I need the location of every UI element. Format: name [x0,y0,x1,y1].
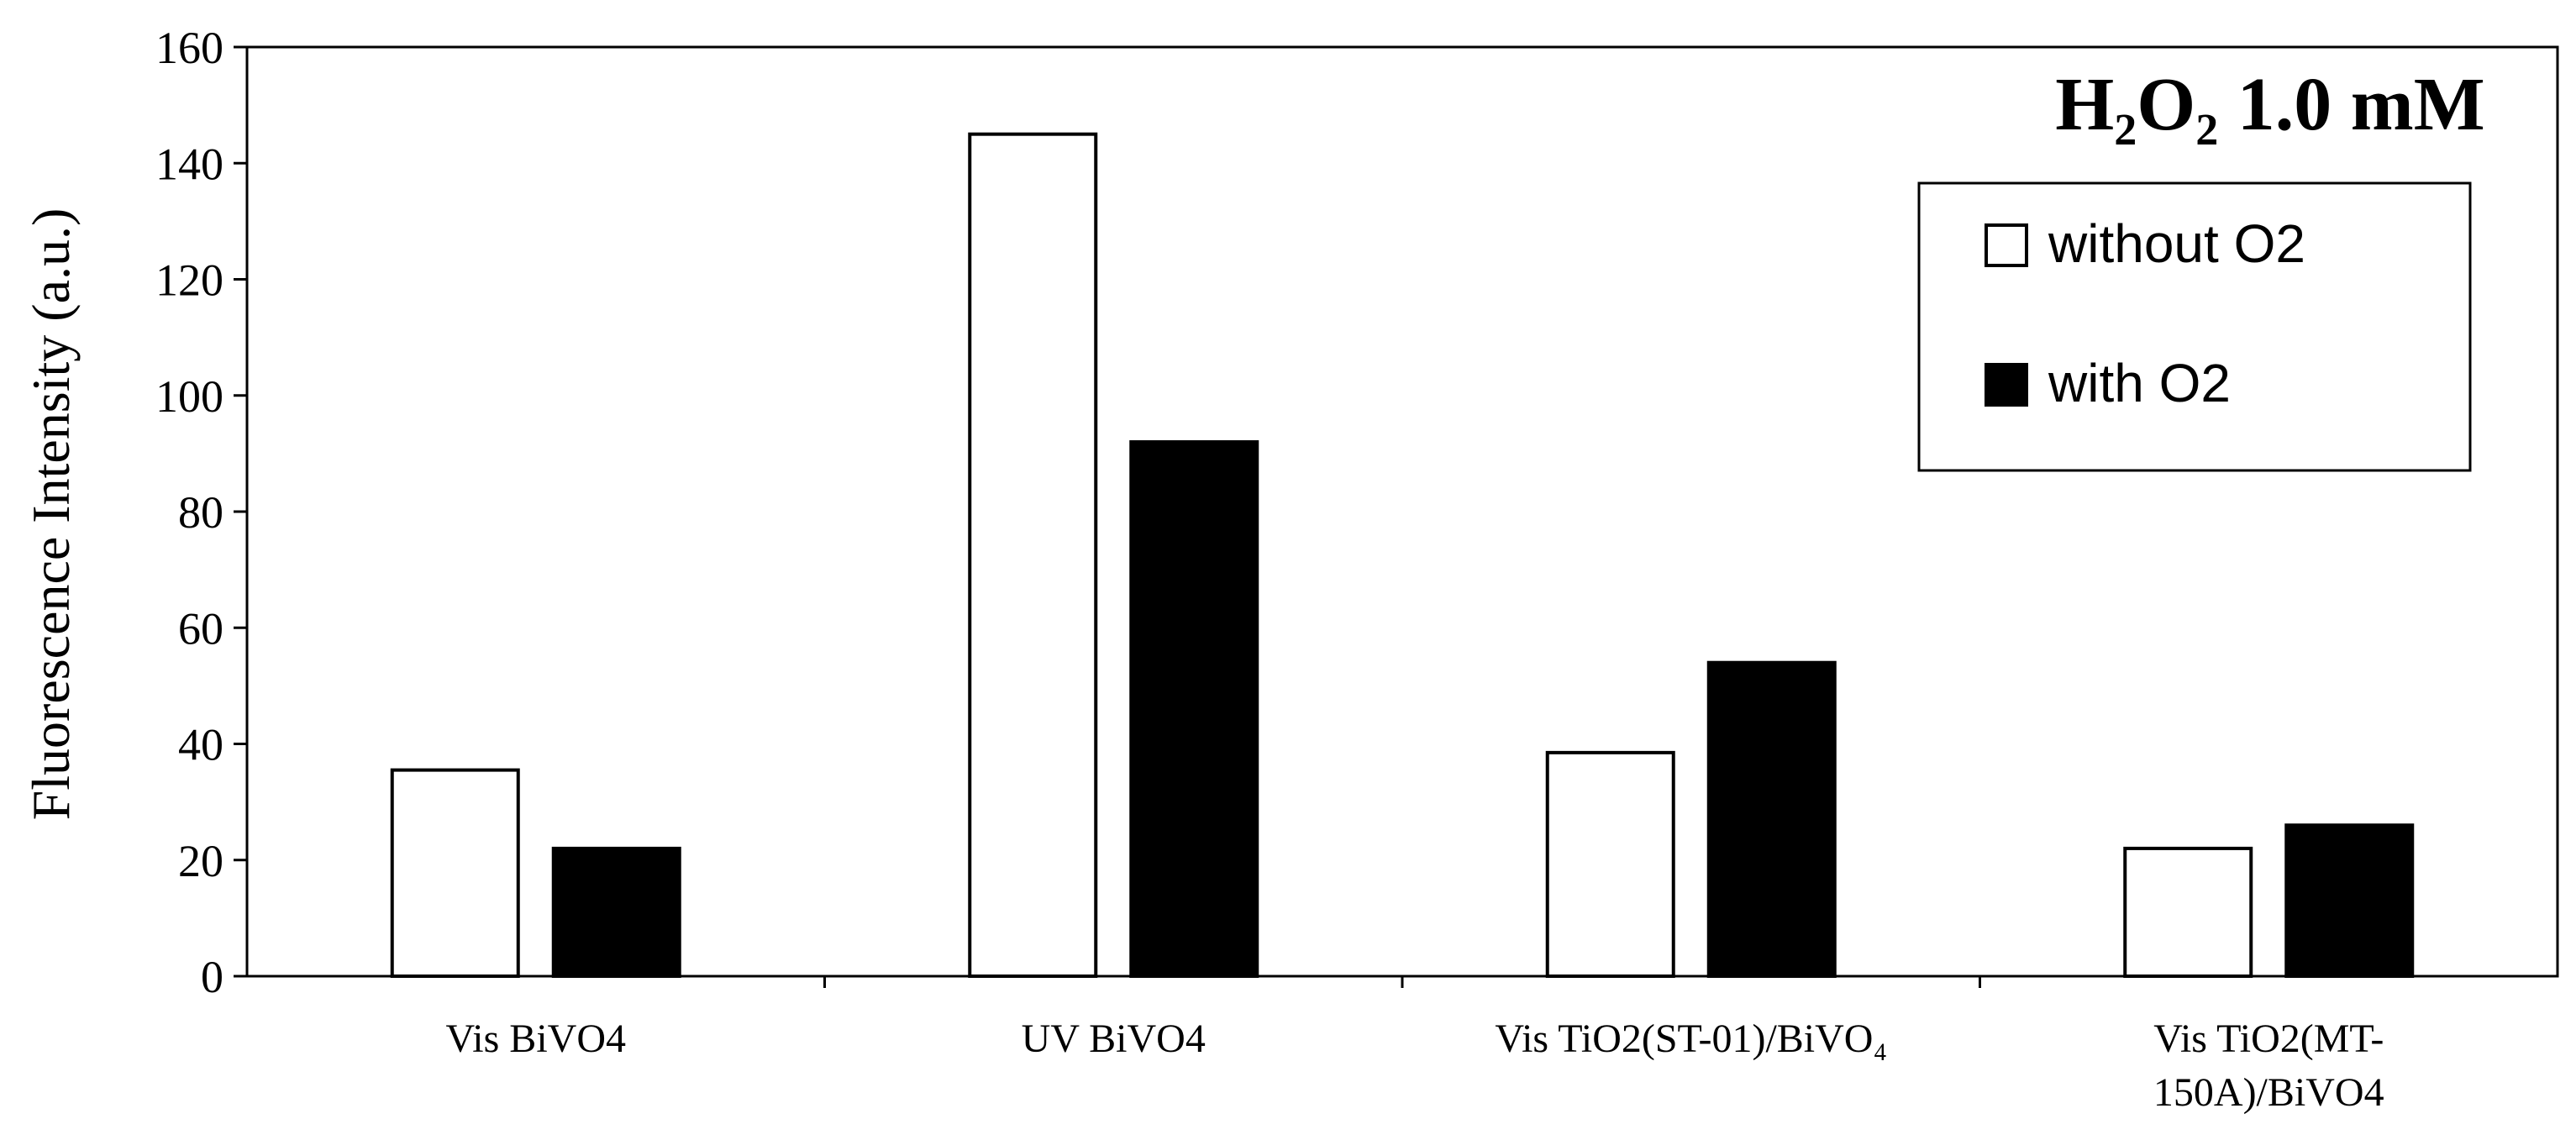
y-axis-label: Fluorescence Intensity (a.u.) [21,208,81,821]
y-tick-label: 20 [178,836,223,886]
x-tick-labels: Vis BiVO4 UV BiVO4 Vis TiO2(ST-01)/BiVO₄ Vi… [446,1017,2384,1115]
legend: without O2 with O2 [1917,181,2472,472]
bar-without-o2 [390,768,520,979]
bar-without-o2 [1545,750,1675,979]
y-tick-label: 120 [155,255,223,306]
bar-without-o2 [968,132,1098,978]
x-tick-label: 150A)/BiVO4 [2153,1070,2384,1115]
y-tick-label: 100 [155,371,223,422]
bar-with-o2 [1706,660,1837,978]
y-tick-label: 0 [201,952,223,1002]
x-tick-label: Vis BiVO4 [446,1017,626,1061]
x-tick-label: Vis TiO2(ST-01)/BiVO₄ [1495,1017,1887,1061]
bar-without-o2 [2123,846,2253,978]
bar-with-o2 [551,846,681,978]
legend-label-with-o2: with O2 [2048,353,2231,413]
y-tick-label: 140 [155,139,223,189]
bars [390,132,2415,979]
y-tick-label: 60 [178,603,223,654]
y-tick-label: 40 [178,720,223,770]
legend-swatch-with-o2 [1985,363,2028,407]
bar-with-o2 [2284,823,2415,979]
bar-with-o2 [1129,440,1259,978]
y-tick-label: 80 [178,487,223,538]
chart-title: H₂O₂ 1.0 mM [2055,63,2484,146]
axes: 0 20 40 60 80 100 120 140 160 [155,23,2559,1002]
legend-swatch-without-o2 [1985,223,2028,267]
x-tick-label: Vis TiO2(MT- [2153,1017,2384,1061]
x-tick-label: UV BiVO4 [1022,1017,1206,1061]
legend-label-without-o2: without O2 [2048,213,2305,274]
y-tick-label: 160 [155,23,223,73]
